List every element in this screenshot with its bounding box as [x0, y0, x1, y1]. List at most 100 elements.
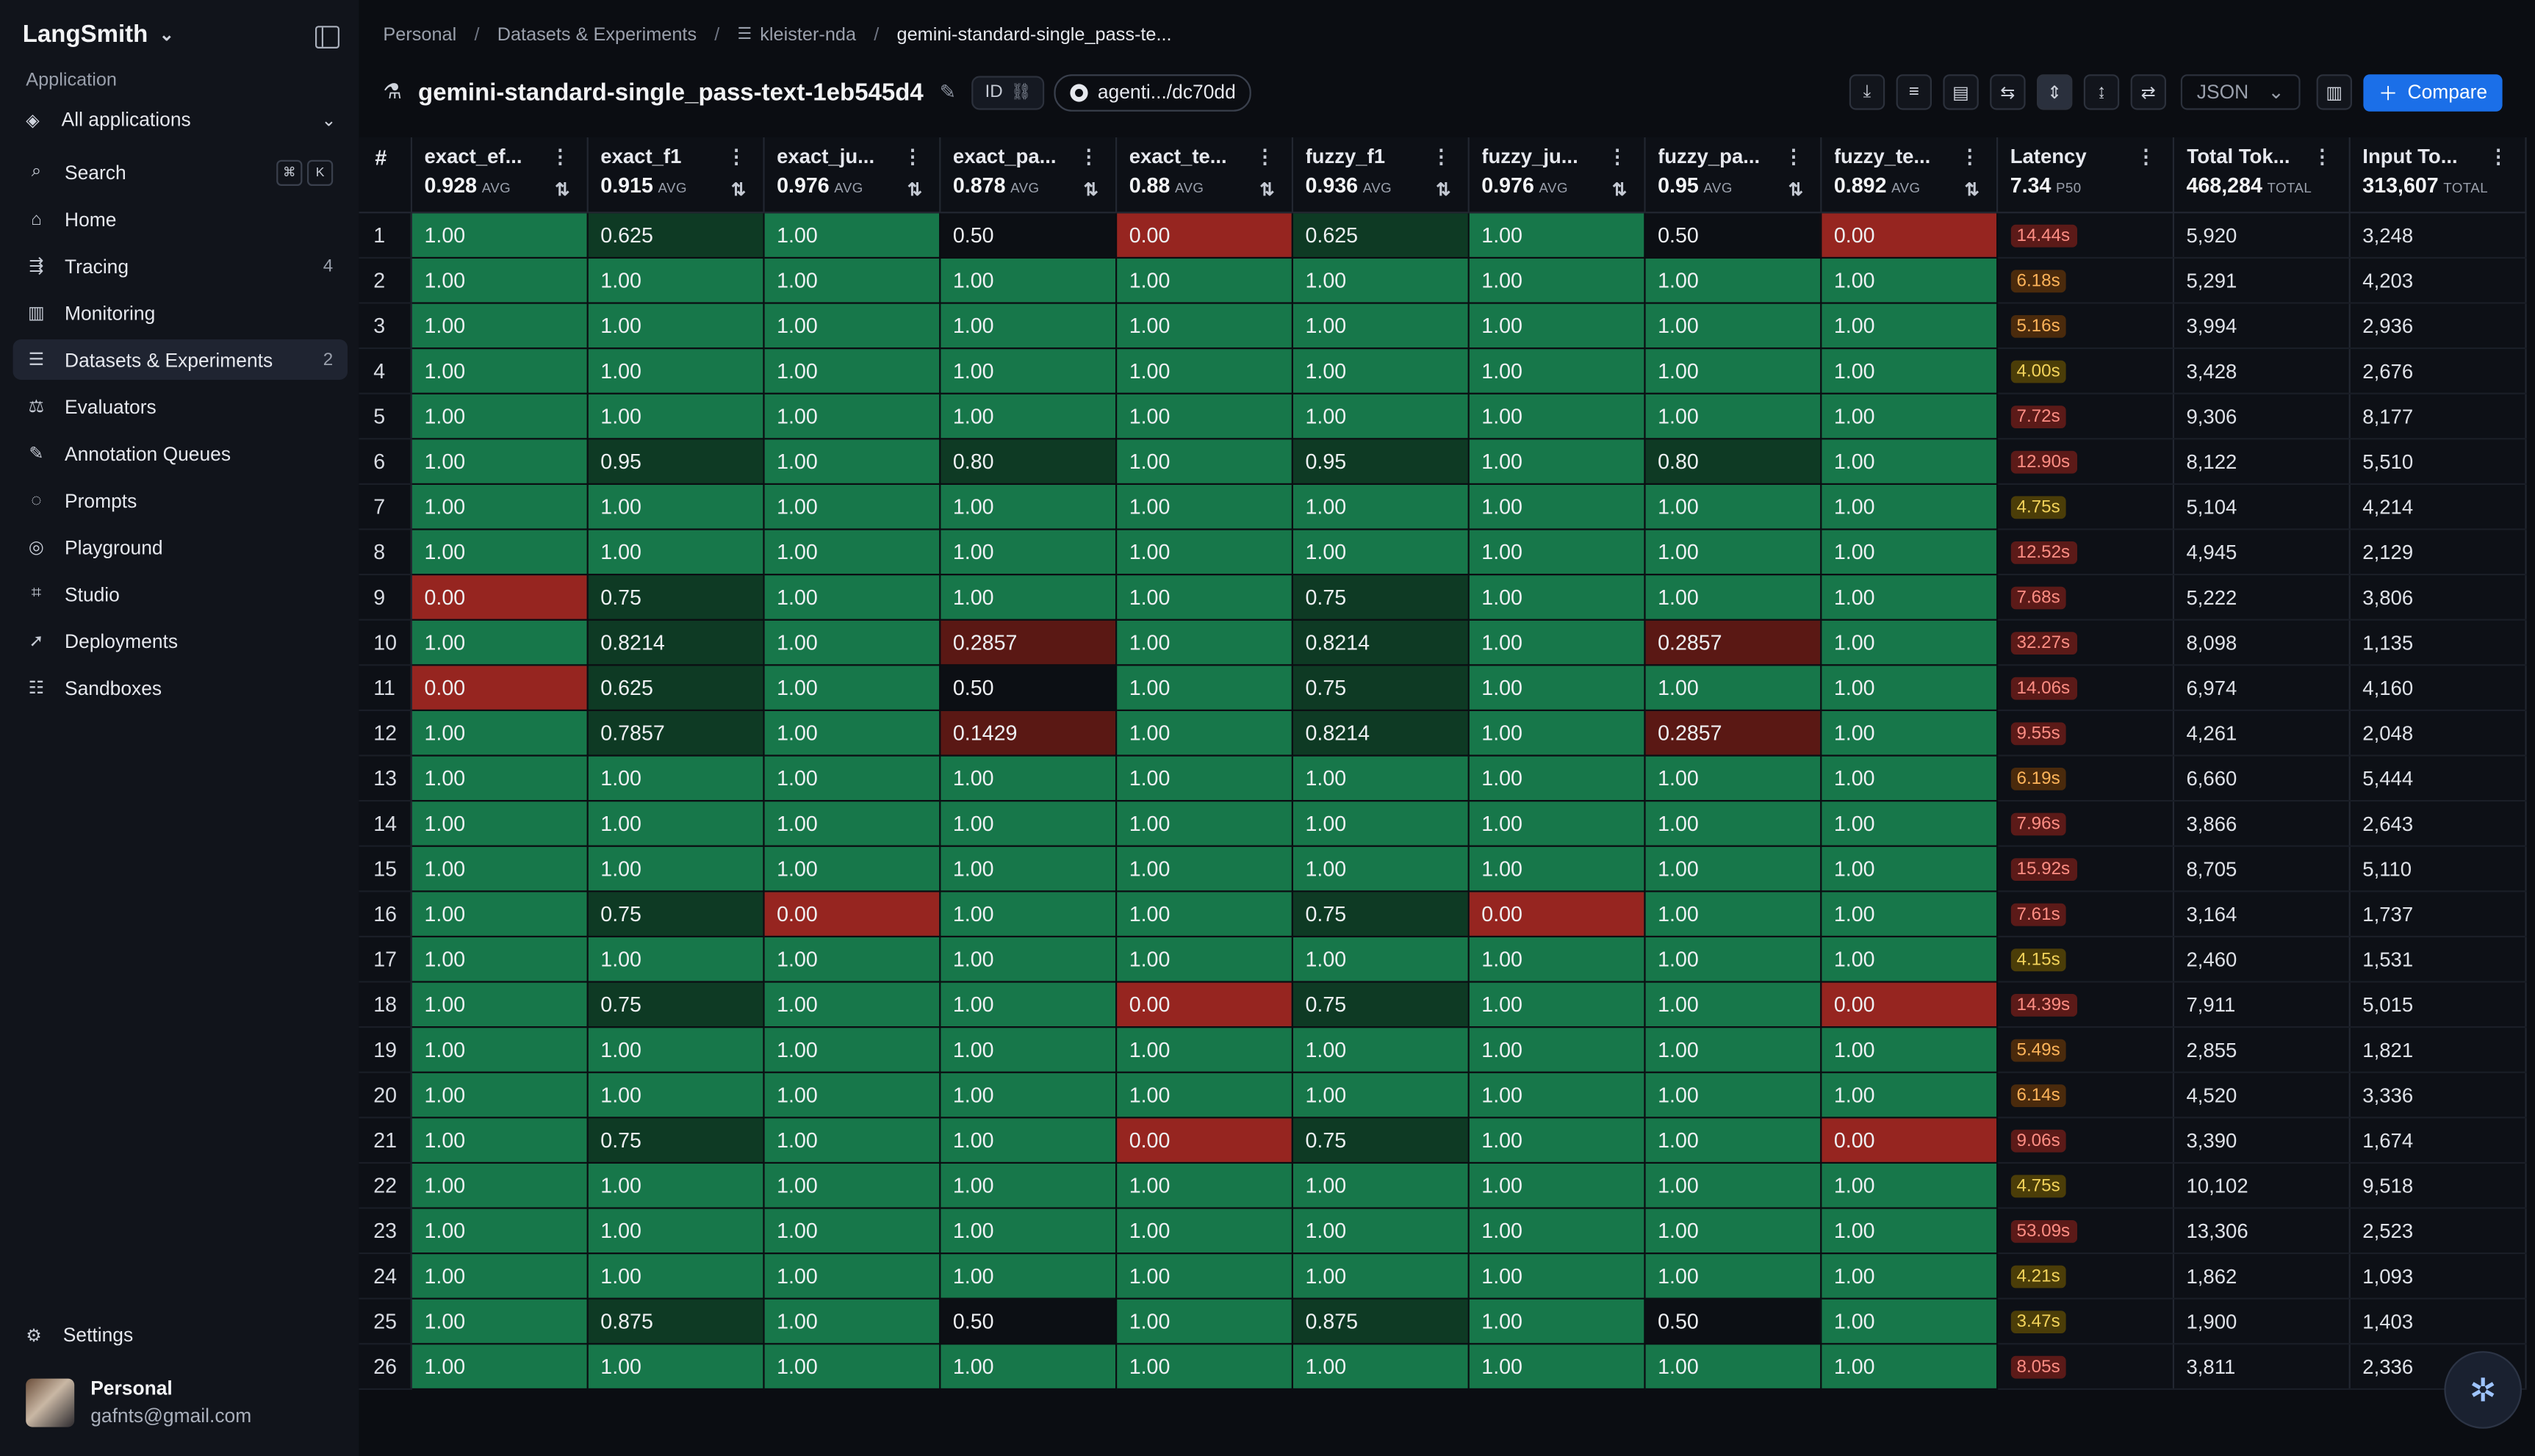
- table-row[interactable]: 13 1.00 1.00 1.00 1.00 1.00 1.00 1.00 1.00 1.00 6.…: [359, 755, 2526, 802]
- table-row[interactable]: 19 1.00 1.00 1.00 1.00 1.00 1.00 1.00 1.00 1.00 5.…: [359, 1027, 2526, 1073]
- table-row[interactable]: 18 1.00 0.75 1.00 1.00 0.00 0.75 1.00 1.00 0.00 14…: [359, 981, 2526, 1028]
- table-row[interactable]: 9 0.00 0.75 1.00 1.00 1.00 0.75 1.00 1.00 1.00 7.6…: [359, 574, 2526, 621]
- sidebar-item-home[interactable]: ⌂ Home: [13, 199, 348, 239]
- column-header[interactable]: fuzzy_te... 0.892 AVG ⋮ ⇅: [1820, 137, 1998, 214]
- sort-icon[interactable]: ⇅: [731, 181, 747, 201]
- table-row[interactable]: 8 1.00 1.00 1.00 1.00 1.00 1.00 1.00 1.00 1.00 12.…: [359, 529, 2526, 576]
- brand-menu[interactable]: LangSmith ⌄: [23, 21, 174, 48]
- trace-view-button[interactable]: ⇆: [1990, 74, 2026, 110]
- user-menu[interactable]: Personal gafnts@gmail.com: [26, 1377, 251, 1427]
- sidebar-item-tracing[interactable]: ⇶ Tracing 4: [13, 245, 348, 286]
- kebab-menu-icon[interactable]: ⋮: [1079, 145, 1098, 168]
- swap-button[interactable]: ⇄: [2130, 74, 2166, 110]
- table-row[interactable]: 23 1.00 1.00 1.00 1.00 1.00 1.00 1.00 1.00 1.00 53…: [359, 1208, 2526, 1255]
- copy-id-button[interactable]: ID ⛓: [971, 75, 1045, 109]
- latency-badge: 12.90s: [2010, 450, 2076, 474]
- sort-icon[interactable]: ⇅: [1436, 181, 1451, 201]
- column-header[interactable]: fuzzy_f1 0.936 AVG ⋮ ⇅: [1291, 137, 1469, 214]
- sort-icon[interactable]: ⇅: [555, 181, 570, 201]
- input-tokens-cell: 5,444: [2348, 755, 2526, 802]
- column-header[interactable]: exact_pa... 0.878 AVG ⋮ ⇅: [939, 137, 1117, 214]
- table-row[interactable]: 22 1.00 1.00 1.00 1.00 1.00 1.00 1.00 1.00 1.00 4.…: [359, 1162, 2526, 1209]
- column-header[interactable]: exact_ju... 0.976 AVG ⋮ ⇅: [763, 137, 941, 214]
- table-row[interactable]: 14 1.00 1.00 1.00 1.00 1.00 1.00 1.00 1.00 1.00 7.…: [359, 801, 2526, 847]
- table-row[interactable]: 15 1.00 1.00 1.00 1.00 1.00 1.00 1.00 1.00 1.00 15…: [359, 846, 2526, 893]
- kebab-menu-icon[interactable]: ⋮: [2312, 145, 2332, 168]
- kebab-menu-icon[interactable]: ⋮: [2136, 145, 2156, 168]
- format-select[interactable]: JSON ⌄: [2180, 74, 2301, 110]
- sort-icon[interactable]: ⇅: [907, 181, 923, 201]
- sort-icon[interactable]: ⇅: [1964, 181, 1980, 201]
- sidebar-item-playground[interactable]: ◎ Playground: [13, 527, 348, 567]
- columns-button[interactable]: ▥: [2316, 74, 2352, 110]
- table-row[interactable]: 4 1.00 1.00 1.00 1.00 1.00 1.00 1.00 1.00 1.00 4.0…: [359, 348, 2526, 394]
- table-row[interactable]: 2 1.00 1.00 1.00 1.00 1.00 1.00 1.00 1.00 1.00 6.1…: [359, 257, 2526, 304]
- edit-icon[interactable]: ✎: [939, 81, 956, 104]
- kebab-menu-icon[interactable]: ⋮: [2488, 145, 2509, 168]
- table-row[interactable]: 21 1.00 0.75 1.00 1.00 0.00 0.75 1.00 1.00 0.00 9.…: [359, 1117, 2526, 1164]
- sort-icon[interactable]: ⇅: [1083, 181, 1098, 201]
- filter-button[interactable]: ≡: [1896, 74, 1932, 110]
- sidebar-item-studio[interactable]: ⌗ Studio: [13, 574, 348, 614]
- sort-icon[interactable]: ⇅: [1612, 181, 1628, 201]
- compact-view-button[interactable]: ⇕: [2037, 74, 2073, 110]
- table-row[interactable]: 24 1.00 1.00 1.00 1.00 1.00 1.00 1.00 1.00 1.00 4.…: [359, 1253, 2526, 1300]
- sort-icon[interactable]: ⇅: [1788, 181, 1804, 201]
- keyboard-shortcut: ⌘ K: [276, 159, 334, 185]
- kebab-menu-icon[interactable]: ⋮: [726, 145, 747, 168]
- git-commit-chip[interactable]: agenti.../dc70dd: [1054, 73, 1252, 111]
- breadcrumb-datasets[interactable]: Datasets & Experiments: [497, 26, 697, 46]
- sidebar-item-sandboxes[interactable]: ☷ Sandboxes: [13, 668, 348, 708]
- sidebar-item-evaluators[interactable]: ⚖ Evaluators: [13, 386, 348, 427]
- table-row[interactable]: 16 1.00 0.75 0.00 1.00 1.00 0.75 0.00 1.00 1.00 7.…: [359, 891, 2526, 938]
- expand-view-button[interactable]: ↨: [2083, 74, 2120, 110]
- table-row[interactable]: 3 1.00 1.00 1.00 1.00 1.00 1.00 1.00 1.00 1.00 5.1…: [359, 303, 2526, 350]
- total-tokens-cell: 5,291: [2172, 257, 2350, 304]
- download-button[interactable]: ⤓: [1849, 74, 1885, 110]
- breadcrumb-dataset[interactable]: kleister-nda: [760, 26, 857, 46]
- layout-button[interactable]: ▤: [1943, 74, 1979, 110]
- column-header[interactable]: Latency 7.34 P50 ⋮: [1996, 137, 2173, 214]
- table-row[interactable]: 5 1.00 1.00 1.00 1.00 1.00 1.00 1.00 1.00 1.00 7.7…: [359, 393, 2526, 440]
- column-header[interactable]: Total Tok... 468,284 TOTAL ⋮: [2172, 137, 2350, 214]
- table-row[interactable]: 10 1.00 0.8214 1.00 0.2857 1.00 0.8214 1.00 0.28…: [359, 619, 2526, 666]
- sort-icon[interactable]: ⇅: [1259, 181, 1275, 201]
- sidebar-item-annotation-queues[interactable]: ✎ Annotation Queues: [13, 433, 348, 474]
- score-cell: 0.00: [1820, 981, 1998, 1028]
- breadcrumb-personal[interactable]: Personal: [383, 26, 457, 46]
- column-header[interactable]: fuzzy_ju... 0.976 AVG ⋮ ⇅: [1467, 137, 1645, 214]
- column-header[interactable]: exact_ef... 0.928 AVG ⋮ ⇅: [410, 137, 588, 214]
- sidebar-item-deployments[interactable]: ➚ Deployments: [13, 621, 348, 661]
- table-row[interactable]: 17 1.00 1.00 1.00 1.00 1.00 1.00 1.00 1.00 1.00 4.…: [359, 936, 2526, 983]
- sidebar-item-prompts[interactable]: ◌ Prompts: [13, 480, 348, 520]
- column-header[interactable]: Input To... 313,607 TOTAL ⋮: [2348, 137, 2526, 214]
- sidebar-item-settings[interactable]: ⚙ Settings: [26, 1324, 133, 1347]
- table-row[interactable]: 26 1.00 1.00 1.00 1.00 1.00 1.00 1.00 1.00 1.00 8.…: [359, 1344, 2526, 1391]
- column-header[interactable]: fuzzy_pa... 0.95 AVG ⋮ ⇅: [1644, 137, 1822, 214]
- table-row[interactable]: 25 1.00 0.875 1.00 0.50 1.00 0.875 1.00 0.50 1.00…: [359, 1298, 2526, 1345]
- assistant-button[interactable]: ✲: [2444, 1351, 2522, 1429]
- table-row[interactable]: 11 0.00 0.625 1.00 0.50 1.00 0.75 1.00 1.00 1.00 1…: [359, 665, 2526, 712]
- sidebar-item-monitoring[interactable]: ▥ Monitoring: [13, 292, 348, 333]
- kebab-menu-icon[interactable]: ⋮: [902, 145, 923, 168]
- input-tokens-cell: 4,203: [2348, 257, 2526, 304]
- table-row[interactable]: 6 1.00 0.95 1.00 0.80 1.00 0.95 1.00 0.80 1.00 12.…: [359, 439, 2526, 486]
- sidebar-item-datasets-experiments[interactable]: ☰ Datasets & Experiments 2: [12, 339, 348, 380]
- column-header[interactable]: exact_f1 0.915 AVG ⋮ ⇅: [586, 137, 764, 214]
- table-row[interactable]: 1 1.00 0.625 1.00 0.50 0.00 0.625 1.00 0.50 0.00 1…: [359, 212, 2526, 259]
- sidebar-item-search[interactable]: ⌕ Search ⌘ K: [13, 152, 348, 192]
- sidebar-collapse-icon[interactable]: [315, 26, 339, 48]
- table-row[interactable]: 20 1.00 1.00 1.00 1.00 1.00 1.00 1.00 1.00 1.00 6.…: [359, 1072, 2526, 1119]
- breadcrumb-separator: /: [474, 26, 480, 46]
- kebab-menu-icon[interactable]: ⋮: [1255, 145, 1275, 168]
- table-row[interactable]: 7 1.00 1.00 1.00 1.00 1.00 1.00 1.00 1.00 1.00 4.7…: [359, 483, 2526, 530]
- app-selector[interactable]: ◈ All applications ⌄: [26, 105, 336, 134]
- kebab-menu-icon[interactable]: ⋮: [1960, 145, 1980, 168]
- kebab-menu-icon[interactable]: ⋮: [1607, 145, 1628, 168]
- kebab-menu-icon[interactable]: ⋮: [1431, 145, 1451, 168]
- column-header[interactable]: exact_te... 0.88 AVG ⋮ ⇅: [1115, 137, 1292, 214]
- table-row[interactable]: 12 1.00 0.7857 1.00 0.1429 1.00 0.8214 1.00 0.28…: [359, 710, 2526, 757]
- kebab-menu-icon[interactable]: ⋮: [1783, 145, 1804, 168]
- kebab-menu-icon[interactable]: ⋮: [550, 145, 570, 168]
- compare-button[interactable]: ＋ Compare: [2363, 73, 2503, 111]
